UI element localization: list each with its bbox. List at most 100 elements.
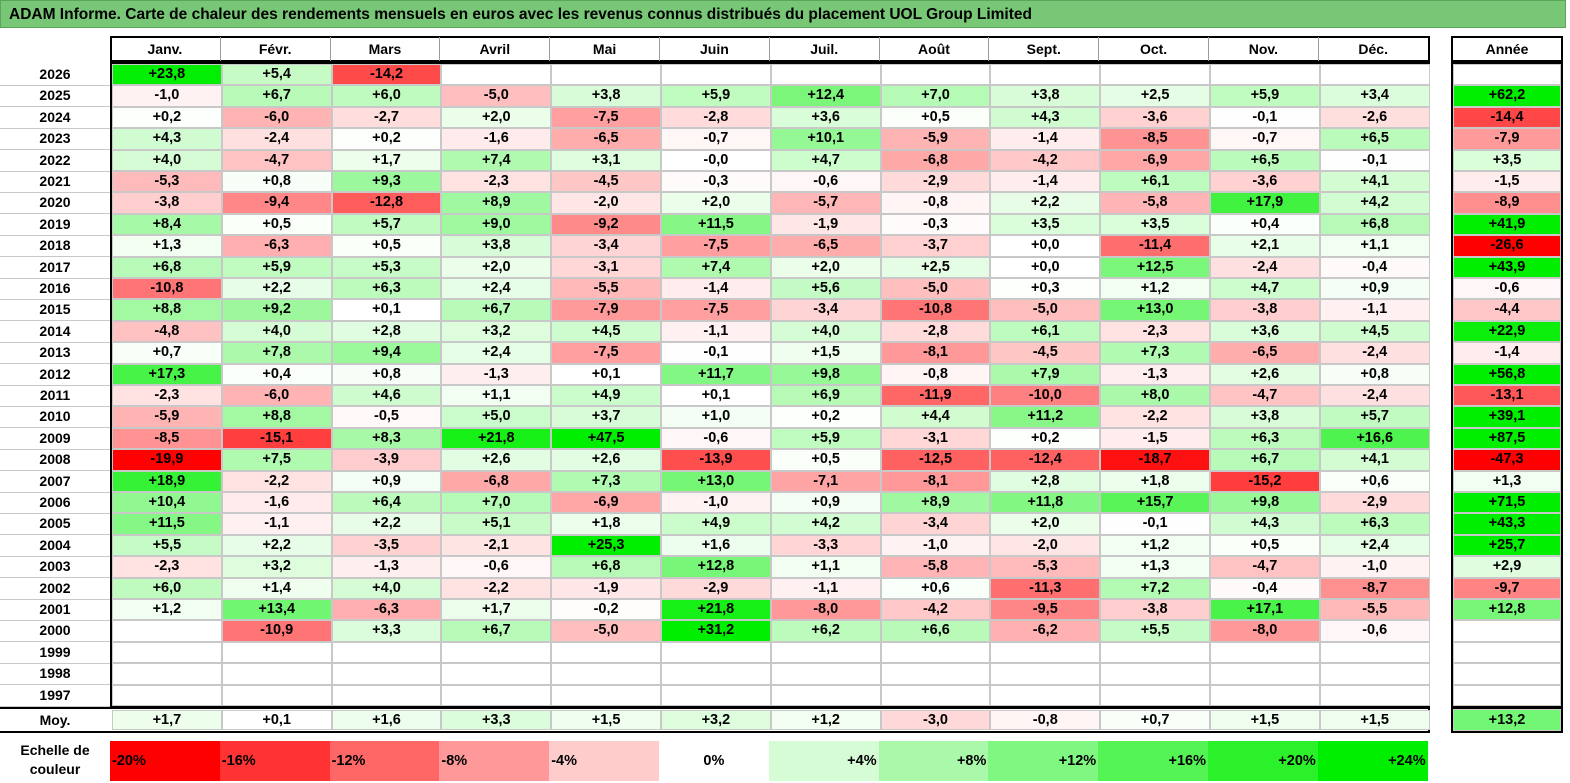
heatmap-cell: +0,1 [661,385,771,407]
heatmap-cell [221,684,332,706]
heatmap-cell: -5,8 [880,556,991,578]
row-separator [0,363,110,365]
heatmap-cell: +0,6 [1319,470,1430,492]
heatmap-cell: -3,5 [331,534,442,557]
heatmap-cell: -0,3 [661,171,771,193]
heatmap-cell: +4,7 [1210,278,1320,300]
heatmap-cell [770,64,881,86]
year-total-cell: +56,8 [1453,363,1561,385]
heatmap-cell: -2,3 [441,171,552,193]
heatmap-cell: +0,8 [221,171,332,193]
year-label: 2001 [39,601,71,617]
heatmap-cell: -5,8 [1100,192,1210,214]
heatmap-cell: +3,6 [770,106,881,129]
heatmap-cell: +11,5 [661,213,771,236]
heatmap-cell: -6,5 [1210,342,1320,364]
heatmap-cell: +5,5 [112,534,222,557]
heatmap-cell: +5,7 [1319,406,1430,428]
year-total-cell: +2,9 [1453,556,1561,578]
heatmap-cell: +4,0 [112,149,222,171]
heatmap-cell: +3,6 [1210,320,1320,343]
color-scale-swatch: +16% [1098,741,1208,781]
heatmap-cell: +17,9 [1210,192,1320,214]
heatmap-cell: -0,6 [441,556,552,578]
heatmap-cell: -1,0 [112,85,222,107]
heatmap-cell: +17,1 [1210,599,1320,621]
heatmap-cell: -6,2 [990,620,1101,642]
year-label: 2008 [39,451,71,468]
heatmap-cell: -3,3 [770,534,881,557]
heatmap-cell: -11,3 [990,577,1101,599]
heatmap-cell: -8,5 [112,427,222,450]
average-cell: +3,3 [441,710,552,730]
heatmap-cell: +5,9 [770,427,881,450]
month-header: Nov. [1208,37,1318,61]
heatmap-cell: +1,0 [661,406,771,428]
heatmap-cell [441,64,552,86]
heatmap-cell [112,663,222,685]
year-total-cell [1453,641,1561,664]
year-total-cell: +43,3 [1453,513,1561,535]
heatmap-cell: -1,6 [441,128,552,150]
heatmap-cell: -3,4 [551,235,661,257]
heatmap-cell: +7,4 [441,149,552,171]
heatmap-cell: +31,2 [661,620,771,642]
heatmap-cell: +4,3 [990,106,1101,129]
heatmap-cell: -5,5 [1319,599,1430,621]
heatmap-cell: -1,3 [1100,363,1210,385]
row-separator [0,298,110,300]
heatmap-cell [221,641,332,664]
legend-label: Echelle de couleur [0,741,110,781]
heatmap-cell: -2,1 [441,534,552,557]
legend-label-line1: Echelle de [20,742,90,758]
heatmap-cell: +4,0 [770,320,881,343]
heatmap-cell: +5,9 [1210,85,1320,107]
heatmap-cell: +6,5 [1210,149,1320,171]
heatmap-cell: +9,8 [1210,492,1320,514]
year-total-cell: -0,6 [1453,278,1561,300]
color-scale-swatch: -20% [110,741,220,781]
heatmap-cell: +5,7 [331,213,442,236]
heatmap-cell: +12,8 [661,556,771,578]
heatmap-cell: +2,2 [221,278,332,300]
heatmap-cell: +3,8 [441,235,552,257]
month-header: Juil. [768,37,879,61]
heatmap-cell: +4,9 [551,385,661,407]
heatmap-cell: -0,4 [1210,577,1320,599]
heatmap-cell: +6,6 [880,620,991,642]
average-cell: +1,5 [551,710,661,730]
year-total-cell: +12,8 [1453,599,1561,621]
heatmap-cell: -1,9 [551,577,661,599]
heatmap-cell: +2,2 [221,534,332,557]
row-separator [0,427,110,429]
heatmap-cell: +5,4 [221,64,332,86]
heatmap-cell: +5,3 [331,256,442,278]
heatmap-cell: +8,8 [221,406,332,428]
year-total-cell: -26,6 [1453,235,1561,257]
heatmap-cell: +2,4 [441,278,552,300]
heatmap-cell: -1,1 [770,577,881,599]
heatmap-cell: -2,7 [331,106,442,129]
heatmap-cell: +7,9 [990,363,1101,385]
year-total-cell: -4,4 [1453,299,1561,321]
month-header: Févr. [219,37,330,61]
heatmap-cell: +23,8 [112,64,222,86]
heatmap-cell: +15,7 [1100,492,1210,514]
heatmap-cell [1100,64,1210,86]
heatmap-cell: +25,3 [551,534,661,557]
heatmap-cell: +3,7 [551,406,661,428]
heatmap-cell: -13,9 [661,449,771,471]
heatmap-cell: +4,2 [770,513,881,535]
heatmap-cell: -6,9 [1100,149,1210,171]
year-total-cell: -8,9 [1453,192,1561,214]
heatmap-cell: -6,3 [331,599,442,621]
heatmap-cell: -5,3 [990,556,1101,578]
heatmap-cell: -8,0 [1210,620,1320,642]
heatmap-cell: -1,1 [661,320,771,343]
heatmap-cell [551,663,661,685]
heatmap-cell: +0,1 [551,363,661,385]
heatmap-cell: -2,4 [1319,385,1430,407]
row-separator [0,684,110,686]
heatmap-cell: -1,9 [770,213,881,236]
heatmap-cell: +10,4 [112,492,222,514]
